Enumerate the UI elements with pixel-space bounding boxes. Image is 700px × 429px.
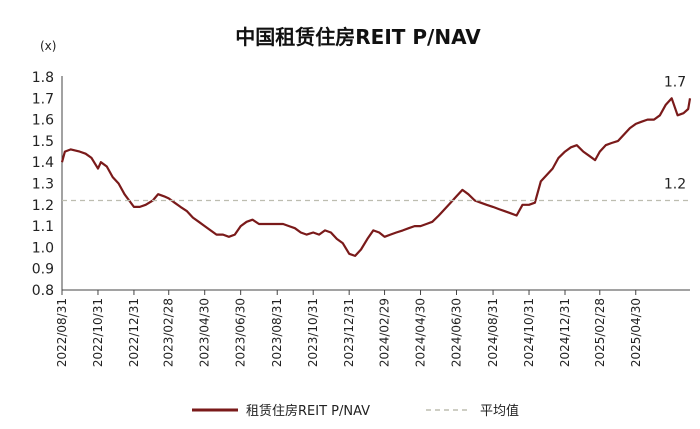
y-tick-label: 1.4	[32, 155, 54, 171]
x-tick-label: 2024/06/30	[449, 298, 463, 367]
x-tick-label: 2023/06/30	[234, 298, 248, 367]
x-tick-label: 2024/10/31	[522, 298, 536, 367]
x-tick-label: 2023/12/31	[342, 298, 356, 367]
x-tick-label: 2023/10/31	[306, 298, 320, 367]
y-tick-label: 1.8	[32, 70, 54, 86]
y-tick-label: 0.8	[32, 283, 54, 299]
y-tick-label: 1.1	[32, 219, 54, 235]
legend-label-pnav: 租赁住房REIT P/NAV	[246, 403, 370, 419]
chart-title: 中国租赁住房REIT P/NAV	[235, 25, 481, 49]
legend: 租赁住房REIT P/NAV 平均值	[192, 403, 519, 419]
y-tick-labels: 0.8 0.9 1.0 1.1 1.2 1.3 1.4 1.5 1.6 1.7 1.8	[32, 70, 54, 299]
x-tick-label: 2024/12/31	[558, 298, 572, 367]
pnav-series-line	[60, 97, 692, 257]
x-tick-label: 2022/12/31	[127, 298, 141, 367]
y-tick-label: 1.6	[32, 113, 54, 129]
x-tick-label: 2023/02/28	[162, 298, 176, 367]
value-annotation: 1.2	[664, 177, 686, 193]
y-tick-label: 1.5	[32, 134, 54, 150]
x-tick-label: 2024/08/31	[486, 298, 500, 367]
x-tick-label: 2024/02/29	[378, 298, 392, 367]
y-unit-label: (x)	[40, 39, 56, 53]
x-tick-label: 2023/08/31	[270, 298, 284, 367]
x-tick-label: 2025/04/30	[629, 298, 643, 367]
axes	[61, 76, 690, 291]
y-tick-label: 0.9	[32, 262, 54, 278]
y-tick-label: 1.0	[32, 240, 54, 256]
y-tick-label: 1.7	[32, 91, 54, 107]
legend-label-average: 平均值	[480, 403, 519, 419]
annotations: 1.7 1.2	[664, 74, 686, 192]
x-tick-label: 2022/08/31	[55, 298, 69, 367]
x-tick-labels: 2022/08/31 2022/10/31 2022/12/31 2023/02/28…	[55, 290, 643, 367]
x-tick-label: 2024/04/30	[414, 298, 428, 367]
y-tick-label: 1.2	[32, 198, 54, 214]
x-tick-label: 2022/10/31	[91, 298, 105, 367]
y-tick-label: 1.3	[32, 177, 54, 193]
x-tick-label: 2025/02/28	[593, 298, 607, 367]
x-tick-label: 2023/04/30	[198, 298, 212, 367]
series-lines	[60, 97, 692, 257]
value-annotation: 1.7	[664, 74, 686, 90]
